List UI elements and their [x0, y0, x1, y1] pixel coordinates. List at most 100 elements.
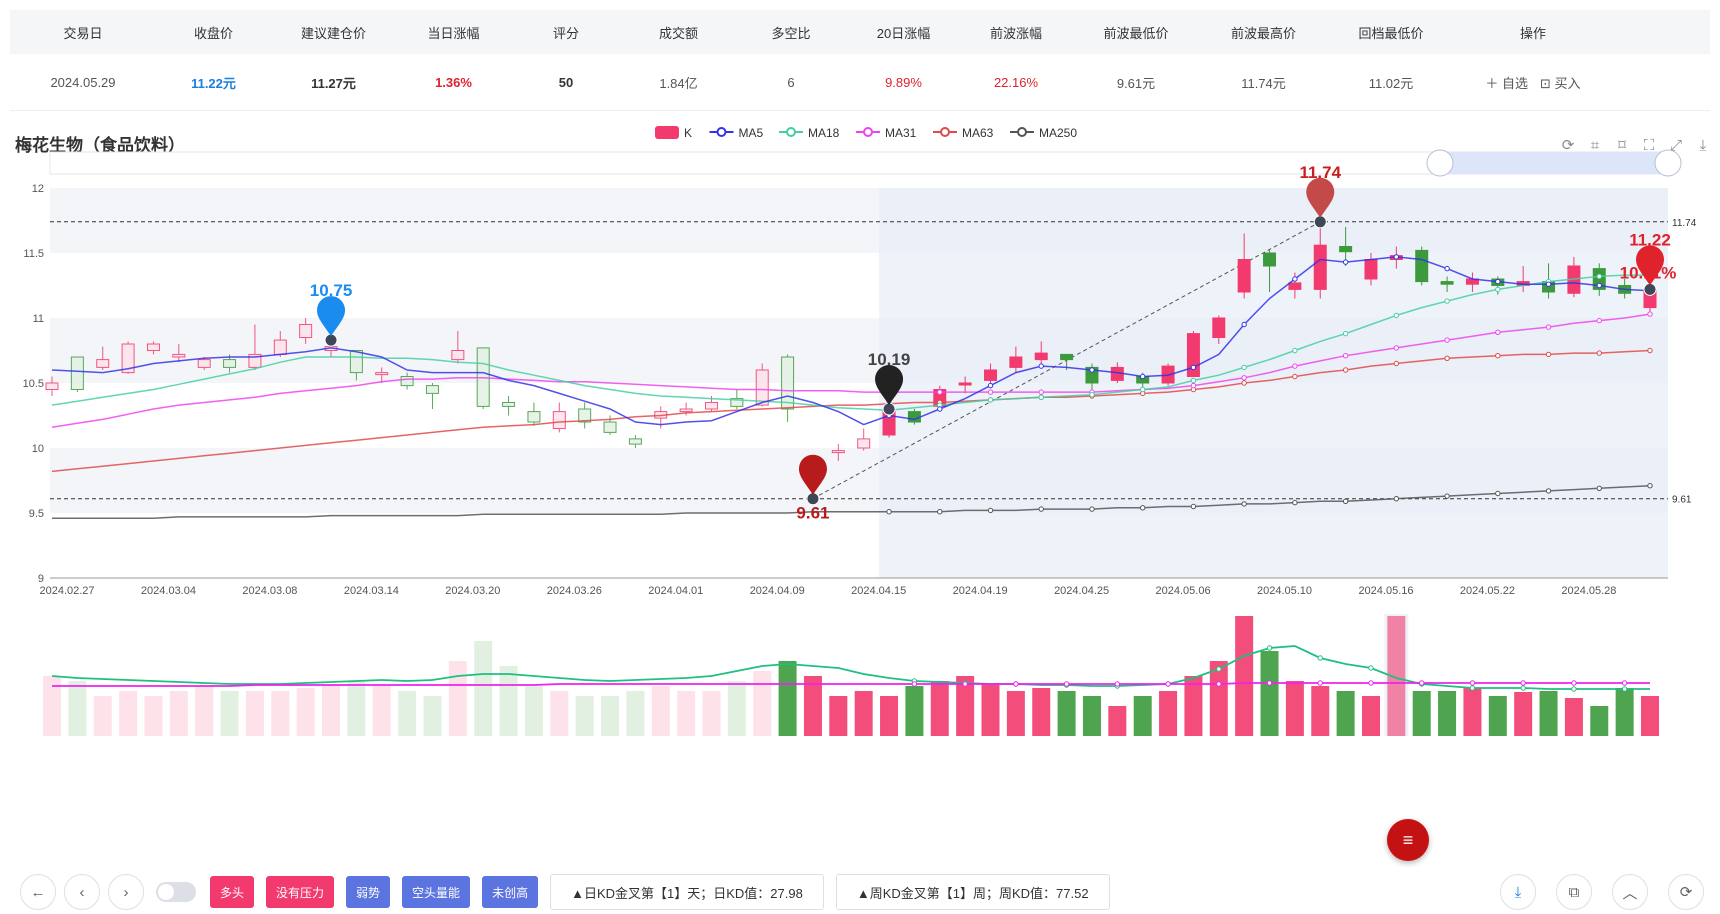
- col-header: 操作: [1519, 25, 1546, 41]
- ma5-point: [1444, 265, 1450, 272]
- table-row: 2024.05.29 11.22元 11.27元 1.36% 50 1.84亿 6 9.89%…: [10, 54, 1710, 111]
- zoom-reset-icon[interactable]: ⌑: [1618, 137, 1626, 154]
- scroll-top-button[interactable]: ︿: [1612, 874, 1648, 910]
- signal-tag[interactable]: 弱势: [346, 876, 391, 908]
- col-header: 建议建仓价: [300, 25, 366, 41]
- candle-body: [400, 376, 414, 387]
- marker-label: 11.74: [1299, 163, 1341, 182]
- candle-body: [1440, 281, 1454, 285]
- ma18-point: [1089, 392, 1095, 398]
- y-tick-label: 9: [38, 573, 44, 585]
- volume-bar: [1133, 696, 1152, 736]
- ma31-point: [1342, 353, 1349, 359]
- table-cell: 22.16%: [993, 74, 1039, 90]
- volume-bar: [398, 691, 417, 736]
- price-marker: 9.61: [796, 454, 829, 523]
- ma18-line: [51, 274, 1650, 412]
- ma31-point: [1393, 345, 1400, 351]
- col-header: 多空比: [771, 25, 811, 41]
- candle-body: [1364, 259, 1378, 280]
- menu-fab-button[interactable]: ≡: [1387, 819, 1429, 861]
- signal-tag[interactable]: 未创高: [482, 876, 539, 908]
- volume-ma-line-a-point: [1317, 655, 1323, 661]
- volume-bar: [1311, 686, 1330, 736]
- copy-button[interactable]: ⧉: [1556, 874, 1592, 910]
- volume-bar: [1336, 691, 1355, 736]
- ma250-point: [1596, 485, 1602, 491]
- legend-marker: [1017, 127, 1027, 137]
- volume-ma-line-b-point: [911, 681, 918, 687]
- y-tick-label: 10.5: [23, 378, 44, 390]
- fullscreen-icon[interactable]: ⤢: [1669, 136, 1682, 154]
- x-tick-label: 2024.05.22: [1460, 585, 1515, 597]
- candle: [502, 396, 516, 416]
- reload-button[interactable]: ⟳: [1668, 874, 1704, 910]
- x-tick-label: 2024.05.10: [1257, 585, 1312, 597]
- toggle-switch[interactable]: [156, 882, 196, 902]
- volume-bar: [727, 681, 746, 736]
- ma5-point: [1089, 367, 1095, 373]
- volume-bar: [1159, 691, 1178, 736]
- refresh-icon[interactable]: ⟳: [1561, 137, 1575, 154]
- candle-body: [70, 356, 84, 390]
- volume-bar: [829, 696, 848, 736]
- ma250-point: [1190, 503, 1197, 510]
- volume-bar: [169, 691, 188, 736]
- candle: [197, 357, 211, 370]
- volume-ma-line-b-point: [962, 681, 968, 687]
- restore-icon[interactable]: ⛶: [1643, 136, 1655, 154]
- ma31-point: [1444, 337, 1450, 343]
- legend-label: MA63: [962, 126, 994, 140]
- col-header: 回档最低价: [1358, 25, 1424, 41]
- candle: [349, 350, 363, 381]
- volume-bar: [854, 691, 873, 736]
- ma63-point: [1292, 373, 1298, 380]
- marker-pin: [317, 296, 346, 337]
- x-tick-label: 2024.04.09: [750, 585, 805, 597]
- hline-label: 9.61: [1672, 495, 1692, 506]
- zoom-in-icon[interactable]: ⌗: [1590, 136, 1600, 154]
- table-cell: 50: [558, 74, 574, 90]
- marker-pin: [875, 365, 904, 405]
- candle-body: [375, 372, 389, 376]
- buy-link[interactable]: ⊡ 买入: [1540, 75, 1581, 91]
- marker-pin: [1306, 177, 1335, 218]
- volume-bar: [524, 686, 543, 736]
- volume-bar: [778, 661, 797, 736]
- candle-body: [425, 385, 439, 394]
- signal-tag[interactable]: 多头: [210, 876, 255, 908]
- back-button[interactable]: ←: [20, 874, 56, 910]
- ma63-line: [51, 349, 1651, 473]
- candle-body: [1339, 246, 1353, 253]
- candle-body: [121, 343, 135, 374]
- ma18-point: [1292, 347, 1298, 354]
- kline-chart[interactable]: K MA5 MA18 MA31 MA63 MA2501211.51110.5109.592…: [0, 126, 1720, 874]
- candle: [1364, 253, 1378, 286]
- ma5-point: [1545, 281, 1552, 287]
- marker-pin: [798, 454, 827, 495]
- ma63-point: [1393, 360, 1400, 367]
- candle-body: [603, 421, 617, 433]
- col-header: 成交额: [658, 25, 698, 41]
- signal-tag[interactable]: 没有压力: [266, 876, 335, 908]
- download-button[interactable]: ⤓: [1500, 874, 1536, 910]
- volume-ma-line-a-point: [1571, 686, 1577, 692]
- candle: [958, 376, 972, 394]
- add-watchlist-link[interactable]: ＋ 自选: [1485, 75, 1529, 91]
- stock-summary-table: 交易日 收盘价 建议建仓价 当日涨幅 评分 成交额 多空比 20日涨幅 前波涨幅 前波最低价 前波最…: [10, 10, 1710, 111]
- signal-tag[interactable]: 空头量能: [402, 876, 471, 908]
- x-tick-label: 2024.03.14: [344, 585, 399, 597]
- price-marker: 10.19: [868, 350, 910, 416]
- candle-body: [197, 359, 211, 368]
- volume-bar: [1184, 676, 1203, 736]
- prev-button[interactable]: ‹: [64, 874, 100, 910]
- download-icon[interactable]: ⤓: [1699, 136, 1707, 154]
- volume-ma-line-b-point: [1216, 681, 1222, 687]
- legend-swatch: [655, 126, 679, 139]
- volume-bar: [474, 641, 493, 736]
- next-button[interactable]: ›: [108, 874, 144, 910]
- table-cell: 11.74元: [1241, 75, 1286, 91]
- ma63-point: [1545, 351, 1552, 358]
- volume-bar: [981, 684, 1000, 736]
- volume-bar: [245, 691, 264, 736]
